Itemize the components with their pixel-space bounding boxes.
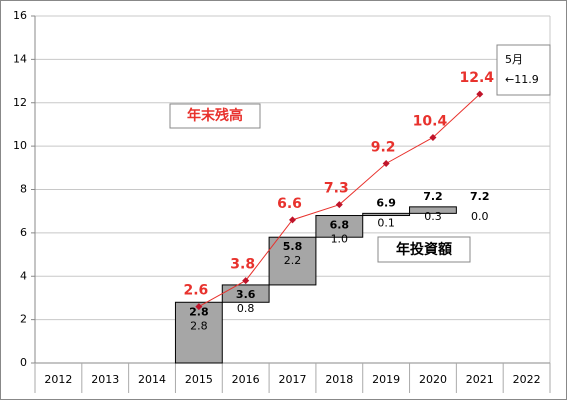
x-tick-label: 2021 bbox=[466, 373, 494, 386]
x-tick-label: 2013 bbox=[91, 373, 119, 386]
marker bbox=[476, 90, 484, 98]
x-tick-label: 2015 bbox=[185, 373, 213, 386]
bar bbox=[362, 212, 411, 217]
y-tick-label: 16 bbox=[13, 9, 27, 22]
annotation-box bbox=[496, 44, 551, 96]
value-label: 0.0 bbox=[471, 210, 489, 223]
x-tick-label: 2012 bbox=[44, 373, 72, 386]
x-tick-label: 2022 bbox=[513, 373, 541, 386]
marker bbox=[429, 133, 437, 141]
bar bbox=[174, 301, 223, 364]
data-label: 9.2 bbox=[371, 139, 396, 155]
bar-name-box bbox=[377, 236, 471, 263]
data-label: 3.8 bbox=[230, 257, 255, 273]
bar-name: 年投資額 bbox=[396, 241, 452, 258]
bar bbox=[409, 206, 457, 214]
bar bbox=[268, 236, 317, 286]
value-label: 2.2 bbox=[284, 254, 302, 267]
bar bbox=[315, 215, 364, 238]
x-tick-label: 2018 bbox=[325, 373, 353, 386]
value-label: 0.8 bbox=[237, 302, 255, 315]
total-label: 6.8 bbox=[330, 219, 350, 232]
value-label: 2.8 bbox=[190, 319, 208, 332]
total-label: 5.8 bbox=[283, 240, 303, 253]
x-tick-label: 2016 bbox=[232, 373, 260, 386]
x-tick-label: 2014 bbox=[138, 373, 166, 386]
data-label: 12.4 bbox=[459, 70, 494, 86]
marker bbox=[242, 277, 250, 285]
total-label: 7.2 bbox=[423, 190, 443, 203]
marker bbox=[382, 159, 390, 167]
line-name: 年末残高 bbox=[187, 107, 243, 124]
y-tick-label: 4 bbox=[20, 269, 27, 282]
data-label: 6.6 bbox=[277, 196, 302, 212]
value-label: 1.0 bbox=[331, 233, 349, 246]
x-tick-label: 2020 bbox=[419, 373, 447, 386]
value-label: 0.3 bbox=[424, 210, 442, 223]
total-label: 7.2 bbox=[470, 190, 490, 203]
data-label: 2.6 bbox=[183, 283, 208, 299]
marker bbox=[195, 303, 203, 311]
y-tick-label: 14 bbox=[13, 52, 27, 65]
marker bbox=[289, 216, 296, 224]
y-tick-label: 0 bbox=[20, 356, 27, 369]
total-label: 2.8 bbox=[189, 305, 209, 318]
x-tick-label: 2017 bbox=[279, 373, 307, 386]
y-tick-label: 8 bbox=[20, 183, 27, 196]
value-label: 0.1 bbox=[377, 216, 395, 229]
data-label: 10.4 bbox=[413, 113, 448, 129]
annotation: 5月 bbox=[505, 53, 523, 66]
total-label: 3.6 bbox=[236, 288, 256, 301]
total-label: 6.9 bbox=[376, 196, 396, 209]
data-label: 7.3 bbox=[324, 181, 349, 197]
y-tick-label: 10 bbox=[13, 139, 27, 152]
y-tick-label: 6 bbox=[20, 226, 27, 239]
marker bbox=[335, 201, 343, 209]
x-tick-label: 2019 bbox=[372, 373, 400, 386]
y-tick-label: 12 bbox=[13, 96, 27, 109]
y-tick-label: 2 bbox=[20, 313, 27, 326]
annotation: ←11.9 bbox=[505, 73, 539, 86]
line-name-box bbox=[169, 103, 261, 129]
